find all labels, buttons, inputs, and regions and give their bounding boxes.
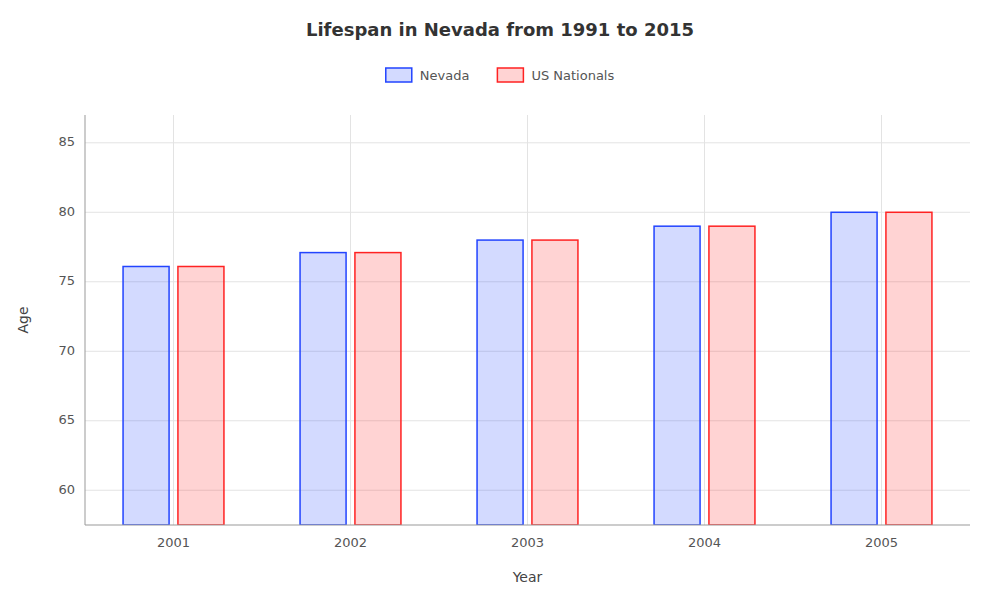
x-tick-label: 2004 — [688, 535, 721, 550]
legend-label: Nevada — [420, 68, 470, 83]
bar — [709, 226, 755, 525]
bar — [886, 212, 932, 525]
x-grid-line — [527, 115, 528, 525]
legend-swatch — [386, 68, 412, 82]
bars — [123, 212, 932, 525]
y-tick-label: 85 — [58, 134, 75, 149]
x-tick-label: 2005 — [865, 535, 898, 550]
bar — [300, 253, 346, 525]
x-tick-label: 2001 — [157, 535, 190, 550]
x-grid-line — [173, 115, 174, 525]
y-tick-label: 60 — [58, 482, 75, 497]
legend-swatch — [497, 68, 523, 82]
y-tick-label: 65 — [58, 412, 75, 427]
bar — [532, 240, 578, 525]
x-grid-line — [704, 115, 705, 525]
bar — [123, 266, 169, 525]
legend: Nevada US Nationals — [386, 68, 615, 83]
bar — [178, 266, 224, 525]
x-axis-label: Year — [512, 569, 543, 585]
x-grid-line — [350, 115, 351, 525]
x-axis-line — [85, 525, 970, 526]
x-grid-line — [881, 115, 882, 525]
legend-item: Nevada — [386, 68, 470, 83]
chart: 60 65 70 75 80 85 2001 2002 2003 2004 2005 Year Age L… — [0, 0, 1000, 600]
x-tick-label: 2002 — [334, 535, 367, 550]
bar — [831, 212, 877, 525]
y-axis-line — [85, 115, 86, 525]
legend-label: US Nationals — [531, 68, 614, 83]
bar — [477, 240, 523, 525]
chart-container: 60 65 70 75 80 85 2001 2002 2003 2004 2005 Year Age L… — [0, 0, 1000, 600]
y-tick-label: 70 — [58, 343, 75, 358]
y-tick-label: 75 — [58, 273, 75, 288]
y-axis-label: Age — [15, 306, 31, 333]
grid — [85, 115, 970, 525]
title: Lifespan in Nevada from 1991 to 2015 — [306, 19, 694, 40]
bar — [654, 226, 700, 525]
x-tick-label: 2003 — [511, 535, 544, 550]
bar — [355, 253, 401, 525]
y-tick-label: 80 — [58, 204, 75, 219]
legend-item: US Nationals — [497, 68, 614, 83]
